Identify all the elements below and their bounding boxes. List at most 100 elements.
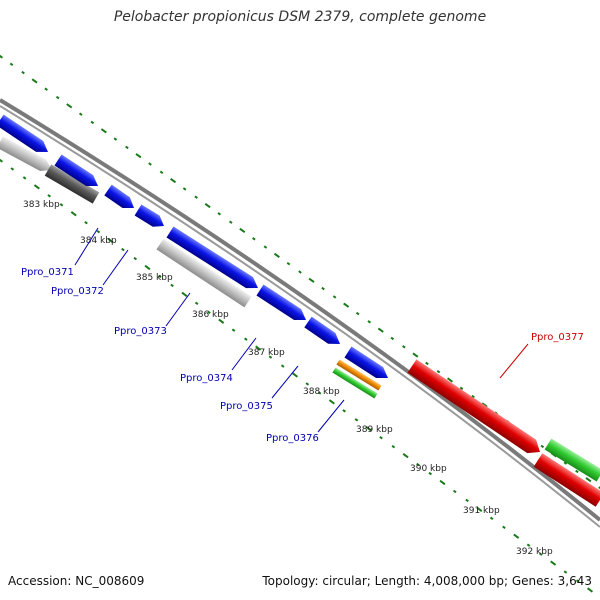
scale-tick <box>268 355 273 359</box>
scale-tick <box>471 394 475 399</box>
scale-tick <box>21 70 25 75</box>
gene-leader-line <box>74 227 99 266</box>
genome-backbone-outer <box>0 98 600 522</box>
scale-tick <box>121 247 125 252</box>
scale-tick <box>0 157 4 163</box>
gene-leader-line <box>165 292 191 327</box>
gene-features-layer <box>0 114 600 507</box>
gene-label[interactable]: Ppro_0373 <box>114 326 167 337</box>
scale-tick <box>125 145 129 150</box>
gene-leader-line <box>102 249 129 286</box>
scale-tick <box>133 256 138 261</box>
scale-tick <box>159 170 164 174</box>
scale-tick <box>47 194 51 198</box>
scale-tick <box>416 462 420 467</box>
scale-tick <box>33 184 40 190</box>
scale-tick <box>391 444 396 449</box>
scale-tick <box>263 245 268 249</box>
inner-tick-track <box>0 157 594 593</box>
gene-label[interactable]: Ppro_0374 <box>180 373 233 384</box>
map-title: Pelobacter propionicus DSM 2379, complet… <box>113 9 487 25</box>
scale-tick <box>343 302 350 308</box>
scale-tick <box>157 274 162 279</box>
topology-summary: Topology: circular; Length: 4,008,000 bp… <box>262 574 592 588</box>
gene-arrow[interactable] <box>134 204 168 231</box>
scale-tick <box>113 137 118 141</box>
gene-arrow[interactable] <box>533 453 600 507</box>
scale-tick <box>84 221 88 225</box>
scale-tick-label: 384 kbp <box>80 236 117 246</box>
scale-tick <box>332 295 337 299</box>
gene-label[interactable]: Ppro_0377 <box>531 332 584 343</box>
scale-tick <box>244 337 248 341</box>
scale-tick <box>465 498 469 503</box>
scale-tick <box>148 162 152 166</box>
scale-tick <box>273 252 280 258</box>
gene-arrow[interactable] <box>54 154 101 192</box>
scale-tick <box>377 327 384 333</box>
scale-tick <box>342 409 346 413</box>
scale-tick <box>96 229 101 234</box>
gene-arrow[interactable] <box>407 359 545 458</box>
scale-tick <box>217 212 222 216</box>
scale-tick <box>144 264 151 271</box>
scale-tick <box>446 377 454 383</box>
backbone-layer <box>0 98 600 528</box>
scale-tick <box>170 283 174 288</box>
scale-tick <box>44 87 48 91</box>
scale-tick <box>90 120 95 125</box>
scale-tick <box>170 178 177 184</box>
gene-arrow[interactable] <box>544 438 600 482</box>
gene-label[interactable]: Ppro_0376 <box>266 433 319 444</box>
scale-tick <box>239 227 246 234</box>
scale-tick <box>402 345 406 349</box>
scale-tick <box>452 489 457 494</box>
scale-tick <box>328 399 335 405</box>
scale-tick <box>436 370 441 374</box>
gene-arrow[interactable] <box>332 367 378 399</box>
gene-arrow[interactable] <box>156 238 252 308</box>
scale-tick <box>575 469 579 474</box>
scale-tick <box>390 336 395 341</box>
scale-tick <box>355 311 360 316</box>
scale-tick <box>252 237 256 241</box>
scale-tick <box>218 318 225 324</box>
gene-label[interactable]: Ppro_0371 <box>21 267 74 278</box>
scale-tick <box>412 352 419 358</box>
gene-arrow[interactable] <box>336 359 382 391</box>
scale-tick <box>575 579 580 583</box>
gene-arrow[interactable] <box>166 226 262 294</box>
gene-arrow[interactable] <box>256 284 309 326</box>
scale-tick <box>321 286 325 291</box>
gene-arrow[interactable] <box>0 114 52 158</box>
scale-tick-label: 386 kbp <box>192 310 229 320</box>
scale-tick <box>107 238 114 244</box>
scale-tick <box>563 461 568 465</box>
scale-tick <box>207 310 211 314</box>
scale-tick <box>563 570 568 574</box>
gene-label[interactable]: Ppro_0372 <box>51 286 104 297</box>
scale-tick <box>586 587 594 593</box>
gene-label[interactable]: Ppro_0375 <box>220 401 273 412</box>
gene-leader-line <box>317 399 345 433</box>
scale-tick <box>0 53 4 59</box>
scale-tick <box>585 477 592 483</box>
gene-arrow[interactable] <box>0 136 55 175</box>
gene-arrow[interactable] <box>44 164 100 204</box>
scale-tick-label: 391 kbp <box>463 506 500 516</box>
scale-tick <box>194 301 199 306</box>
scale-tick <box>354 418 359 422</box>
scale-tick-label: 390 kbp <box>410 464 447 474</box>
gene-arrow[interactable] <box>304 316 343 350</box>
gene-arrow[interactable] <box>104 184 137 214</box>
scale-tick <box>439 479 446 486</box>
gene-arrow[interactable] <box>344 346 391 384</box>
scale-tick <box>540 444 545 449</box>
label-layer: 383 kbp 384 kbp 385 kbp 386 kbp 387 kbp 388 k… <box>21 200 584 557</box>
scale-tick <box>70 211 77 217</box>
scale-tick <box>489 516 494 521</box>
gene-leader-line <box>231 337 257 371</box>
scale-tick <box>78 112 83 116</box>
